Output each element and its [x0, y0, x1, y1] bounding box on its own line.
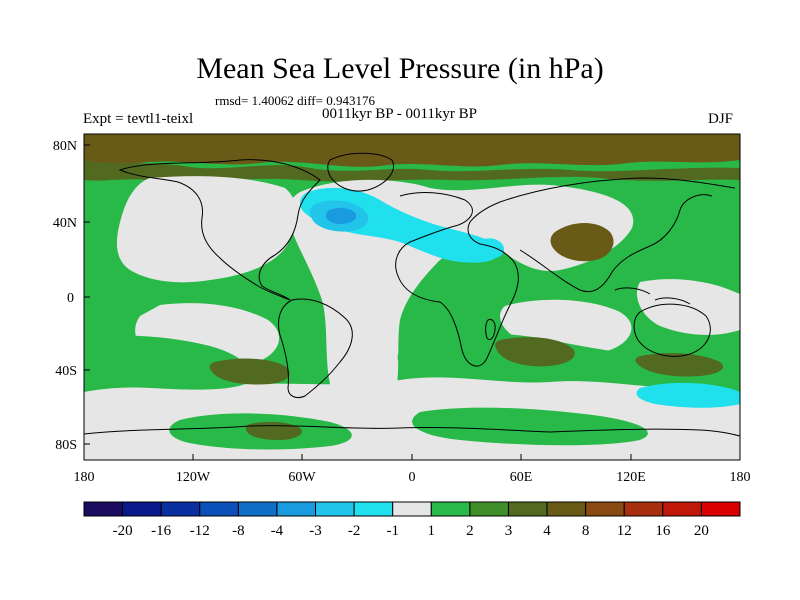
- colorbar-label: -4: [271, 523, 284, 539]
- colorbar-box: [585, 501, 625, 517]
- colorbar-label: 2: [466, 523, 474, 539]
- coast-asia: [499, 177, 736, 293]
- field-green-southatl: [397, 333, 740, 390]
- colorbar-label: 3: [505, 523, 513, 539]
- period-text: 0011kyr BP - 0011kyr BP: [322, 106, 478, 122]
- lat-label-80s: 80S: [55, 438, 77, 453]
- lon-label-60e: 60E: [510, 470, 533, 485]
- colorbar-label: -20: [113, 523, 133, 539]
- field-green-southocean: [84, 335, 252, 392]
- colorbar-box: [546, 501, 587, 517]
- field-zero-pacific: [116, 176, 297, 283]
- experiment-label: Expt = tevtl1-teixl: [83, 111, 194, 127]
- colorbar-label: 4: [543, 523, 551, 539]
- colorbar-label: -8: [232, 523, 245, 539]
- colorbar-label: -1: [386, 523, 399, 539]
- colorbar-box: [199, 501, 239, 517]
- colorbar-box: [430, 501, 471, 517]
- field-band-north: [84, 134, 740, 167]
- lon-label-60w: 60W: [288, 470, 316, 485]
- coast-south-america: [278, 298, 353, 399]
- lon-label-120w: 120W: [176, 470, 211, 485]
- field-blue-northatlantic: [326, 207, 357, 224]
- field-olive-southindian: [635, 353, 724, 377]
- lat-label-80n: 80N: [53, 139, 77, 154]
- coast-europe-africa: [395, 192, 519, 367]
- colorbar-label: 20: [694, 523, 709, 539]
- colorbar-box: [122, 501, 162, 517]
- coast-antarctica: [84, 425, 740, 437]
- colorbar-box: [237, 501, 278, 517]
- field-cyan-mideast: [475, 238, 505, 259]
- field-cyan-southindian: [636, 382, 740, 408]
- coast-greenland: [327, 152, 394, 192]
- colorbar-box: [662, 501, 702, 517]
- colorbar-label: -16: [151, 523, 171, 539]
- colorbar-box: [276, 501, 317, 517]
- lat-label-40n: 40N: [53, 216, 77, 231]
- coastlines: [84, 152, 740, 437]
- colorbar-label: -12: [190, 523, 210, 539]
- lon-label-0: 0: [409, 470, 416, 485]
- colorbar-box: [623, 501, 664, 517]
- colorbar-box: [469, 501, 509, 517]
- coast-indonesia: [614, 287, 691, 305]
- lon-label-120e: 120E: [616, 470, 646, 485]
- colorbar-box: [392, 501, 432, 517]
- lon-label-180w: 180: [74, 470, 95, 485]
- axis-ticks: [83, 144, 741, 460]
- colorbar-box: [353, 501, 394, 517]
- stats-text: rmsd= 1.40062 diff= 0.943176: [215, 93, 375, 108]
- lat-label-0: 0: [67, 291, 74, 306]
- season-label: DJF: [708, 111, 734, 127]
- coast-north-america: [118, 159, 321, 301]
- field-olive-southatlantic: [495, 337, 575, 367]
- colorbar-labels: -20 -16 -12 -8 -4 -3 -2 -1 1 2 3 4 8 12 16 20: [113, 523, 709, 539]
- coast-australia: [633, 303, 711, 357]
- colorbar: [83, 501, 741, 517]
- colorbar-box: [700, 501, 741, 517]
- colorbar-label: -3: [309, 523, 322, 539]
- colorbar-box: [315, 501, 355, 517]
- colorbar-label: 8: [582, 523, 590, 539]
- field-olive-antarctic: [245, 421, 302, 440]
- field-zero-atlantic: [288, 179, 634, 423]
- lat-label-40s: 40S: [55, 364, 77, 379]
- colorbar-label: 16: [655, 523, 671, 539]
- colorbar-box: [507, 501, 548, 517]
- colorbar-label: 12: [617, 523, 632, 539]
- lon-label-180e: 180: [730, 470, 751, 485]
- coast-madagascar: [485, 319, 496, 341]
- field-brown-asia: [550, 223, 614, 262]
- colorbar-label: 1: [428, 523, 436, 539]
- colorbar-box: [83, 501, 124, 517]
- field-olive-southpacific: [209, 358, 290, 385]
- field-band-north-olive: [84, 160, 740, 182]
- colorbar-label: -2: [348, 523, 361, 539]
- field-green-antarctic-east: [412, 407, 648, 446]
- colorbar-box: [160, 501, 201, 517]
- map-title: Mean Sea Level Pressure (in hPa): [196, 52, 604, 85]
